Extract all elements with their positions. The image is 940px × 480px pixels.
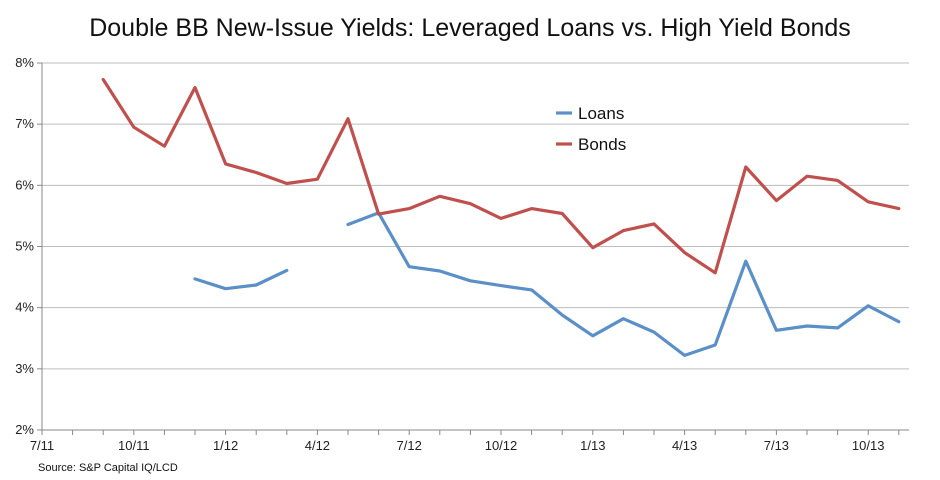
x-tick-label: 10/12 [485, 438, 518, 453]
legend-label-bonds: Bonds [578, 135, 626, 154]
x-tick-label: 7/13 [764, 438, 789, 453]
series-line-loans [346, 211, 901, 357]
x-tick-label: 1/13 [580, 438, 605, 453]
x-tick-label: 4/12 [305, 438, 330, 453]
x-axis-ticks: 7/11 10/11 1/12 4/12 7/12 10/12 1/13 4/13 7/13 10… [30, 430, 900, 453]
x-tick-label: 7/12 [397, 438, 422, 453]
x-tick-label: 4/13 [672, 438, 697, 453]
x-tick-label: 10/11 [118, 438, 150, 453]
y-tick-label: 3% [15, 361, 34, 376]
source-note: Source: S&P Capital IQ/LCD [38, 462, 178, 474]
x-tick-label: 10/13 [852, 438, 885, 453]
series-lines [101, 77, 901, 357]
y-tick-label: 8% [15, 55, 34, 70]
series-line-loans [193, 268, 289, 291]
y-axis-ticks: 2% 3% 4% 5% 6% 7% 8% [15, 55, 42, 437]
chart-title: Double BB New-Issue Yields: Leveraged Lo… [89, 14, 851, 42]
y-tick-label: 6% [15, 177, 34, 192]
y-tick-label: 5% [15, 239, 34, 254]
y-tick-label: 7% [15, 116, 34, 131]
x-tick-label: 7/11 [30, 438, 54, 453]
series-line-bonds [101, 77, 901, 275]
y-tick-label: 2% [15, 422, 34, 437]
legend: Loans Bonds [556, 104, 626, 154]
gridlines [42, 62, 909, 370]
legend-label-loans: Loans [578, 104, 624, 123]
y-tick-label: 4% [15, 300, 34, 315]
x-tick-label: 1/12 [213, 438, 238, 453]
